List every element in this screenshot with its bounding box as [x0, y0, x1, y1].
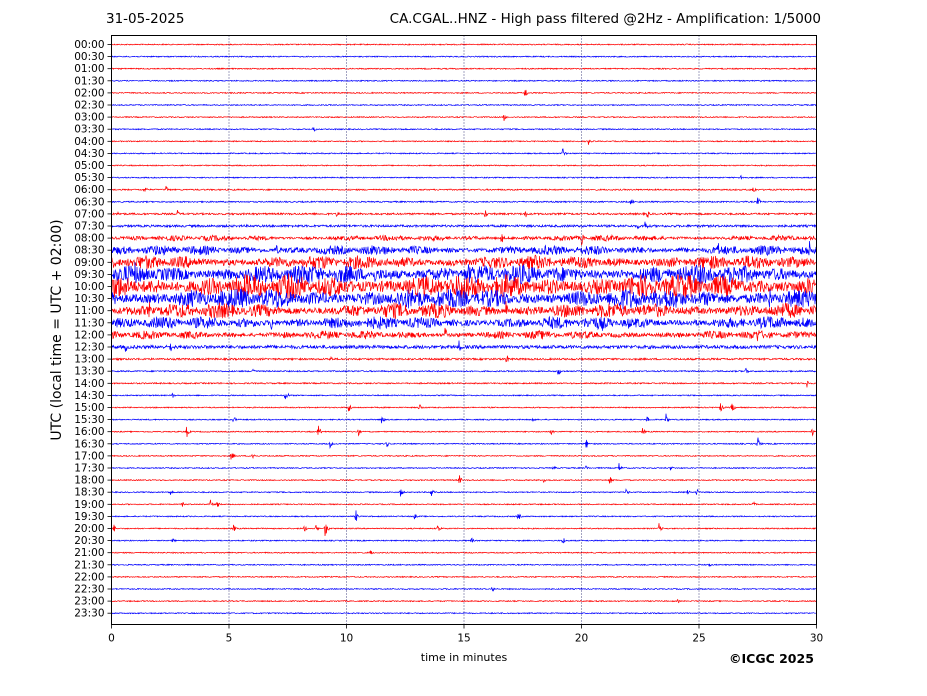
y-tick-label: 00:00: [74, 39, 104, 51]
y-tick-label: 14:00: [74, 378, 104, 390]
trace-row-22:00: [111, 575, 817, 579]
y-tick-label: 16:00: [74, 426, 104, 438]
y-tick-label: 07:30: [74, 221, 104, 233]
y-tick-label: 21:30: [74, 559, 104, 571]
y-tick-label: 11:00: [74, 305, 104, 317]
trace-row-15:30: [111, 413, 817, 424]
y-tick-label: 21:00: [74, 547, 104, 559]
x-tick-label: 15: [457, 633, 470, 645]
y-tick-label: 19:30: [74, 511, 104, 523]
trace-row-23:30: [111, 611, 817, 615]
y-tick-label: 17:00: [74, 450, 104, 462]
y-tick-label: 04:00: [74, 136, 104, 148]
trace-row-11:00: [111, 301, 817, 320]
x-tick-label: 0: [108, 633, 115, 645]
y-tick-label: 05:00: [74, 160, 104, 172]
chart-title: CA.CGAL..HNZ - High pass filtered @2Hz -…: [389, 11, 821, 27]
y-tick-label: 15:00: [74, 402, 104, 414]
trace-row-17:30: [111, 463, 817, 471]
vertical-grid: [228, 35, 700, 625]
y-tick-label: 07:00: [74, 208, 104, 220]
y-tick-label: 03:00: [74, 112, 104, 124]
y-tick-label: 01:00: [74, 63, 104, 75]
y-tick-label: 13:00: [74, 354, 104, 366]
y-tick-label: 10:00: [74, 281, 104, 293]
trace-row-07:30: [111, 221, 817, 230]
y-tick-label: 08:00: [74, 233, 104, 245]
y-tick-label: 16:30: [74, 438, 104, 450]
x-axis-ticks: 0 5 10 15 20 25 30: [108, 624, 823, 645]
y-tick-label: 23:00: [74, 596, 104, 608]
y-tick-label: 12:00: [74, 329, 104, 341]
y-tick-label: 08:30: [74, 245, 104, 257]
y-tick-label: 02:30: [74, 100, 104, 112]
y-tick-label: 15:30: [74, 414, 104, 426]
trace-row-13:30: [111, 367, 817, 375]
trace-row-06:30: [111, 197, 817, 205]
x-tick-label: 10: [340, 633, 353, 645]
trace-row-12:00: [111, 327, 817, 342]
y-tick-label: 06:30: [74, 196, 104, 208]
y-tick-label: 06:00: [74, 184, 104, 196]
y-tick-label: 22:00: [74, 571, 104, 583]
trace-row-16:30: [111, 437, 817, 450]
y-tick-label: 05:30: [74, 172, 104, 184]
y-tick-label: 09:00: [74, 257, 104, 269]
x-tick-label: 5: [226, 633, 233, 645]
y-tick-label: 20:30: [74, 535, 104, 547]
date-label: 31-05-2025: [106, 11, 185, 27]
trace-row-21:00: [111, 550, 817, 555]
y-tick-label: 19:00: [74, 499, 104, 511]
plot-frame: [111, 35, 817, 625]
y-tick-label: 14:30: [74, 390, 104, 402]
copyright-label: ©ICGC 2025: [729, 651, 814, 666]
y-tick-label: 12:30: [74, 342, 104, 354]
y-tick-label: 09:30: [74, 269, 104, 281]
y-axis-ticks: 00:0000:3001:0001:3002:0002:3003:0003:30…: [74, 39, 112, 620]
y-axis-label: UTC (local time = UTC + 02:00): [49, 219, 65, 441]
y-tick-label: 13:30: [74, 366, 104, 378]
x-axis-label: time in minutes: [420, 651, 508, 664]
y-tick-label: 18:00: [74, 475, 104, 487]
x-tick-label: 20: [575, 633, 588, 645]
trace-row-23:00: [111, 598, 817, 604]
y-tick-label: 20:00: [74, 523, 104, 535]
y-tick-label: 04:30: [74, 148, 104, 160]
trace-row-21:30: [111, 563, 817, 568]
y-tick-label: 11:30: [74, 317, 104, 329]
x-tick-label: 30: [810, 633, 823, 645]
y-tick-label: 18:30: [74, 487, 104, 499]
y-tick-label: 22:30: [74, 584, 104, 596]
trace-row-15:00: [111, 403, 817, 412]
x-tick-label: 25: [692, 633, 705, 645]
y-tick-label: 03:30: [74, 124, 104, 136]
y-tick-label: 17:30: [74, 463, 104, 475]
trace-row-22:30: [111, 587, 817, 592]
y-tick-label: 23:30: [74, 608, 104, 620]
trace-row-14:00: [111, 380, 817, 388]
y-tick-label: 10:30: [74, 293, 104, 305]
y-tick-label: 00:30: [74, 51, 104, 63]
y-tick-label: 02:00: [74, 87, 104, 99]
y-tick-label: 01:30: [74, 75, 104, 87]
